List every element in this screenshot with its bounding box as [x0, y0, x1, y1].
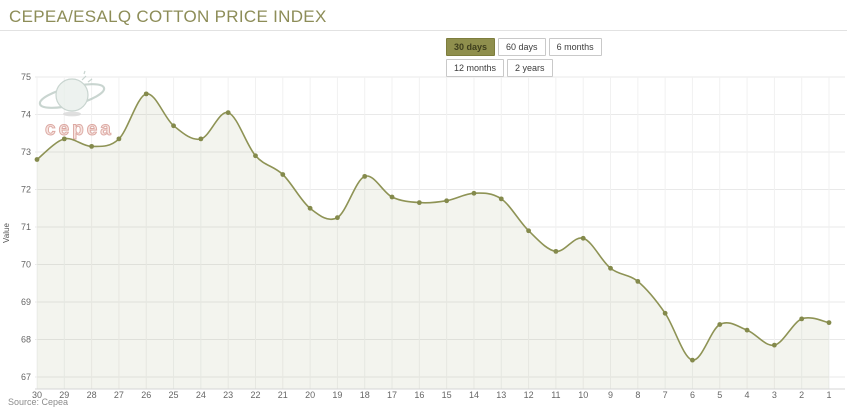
svg-text:17: 17	[387, 390, 397, 400]
svg-text:69: 69	[21, 297, 31, 307]
svg-text:29: 29	[59, 390, 69, 400]
data-point-day-29[interactable]	[61, 136, 67, 142]
svg-text:6: 6	[690, 390, 695, 400]
price-index-chart: cepea 75 74 73 72 71 70 69 68 67 30 29 28 27 26 25 24 23 2…	[0, 30, 847, 410]
range-30-days-button[interactable]: 30 days	[446, 38, 496, 56]
data-point-day-20[interactable]	[307, 205, 313, 211]
data-point-day-14[interactable]	[471, 190, 477, 196]
svg-text:27: 27	[114, 390, 124, 400]
data-point-day-4[interactable]	[744, 327, 750, 333]
price-area	[37, 93, 829, 390]
svg-text:75: 75	[21, 72, 31, 82]
data-point-day-28[interactable]	[89, 143, 95, 149]
data-point-day-3[interactable]	[771, 342, 777, 348]
x-axis-labels: 30 29 28 27 26 25 24 23 22 21 20 19 18 17 16 15 14 13 12 11…	[32, 390, 832, 400]
svg-text:12: 12	[524, 390, 534, 400]
horizontal-gridlines	[35, 76, 845, 378]
svg-text:18: 18	[360, 390, 370, 400]
svg-text:30: 30	[32, 390, 42, 400]
svg-text:20: 20	[305, 390, 315, 400]
svg-text:68: 68	[21, 335, 31, 345]
data-point-markers	[34, 91, 832, 363]
data-point-day-19[interactable]	[335, 215, 340, 221]
data-point-day-23[interactable]	[225, 110, 231, 116]
watermark-text: cepea	[45, 119, 114, 140]
svg-text:26: 26	[141, 390, 151, 400]
svg-text:72: 72	[21, 185, 31, 195]
data-point-day-11[interactable]	[553, 248, 559, 254]
svg-text:25: 25	[169, 390, 179, 400]
svg-text:28: 28	[87, 390, 97, 400]
svg-text:8: 8	[635, 390, 640, 400]
svg-text:15: 15	[442, 390, 452, 400]
svg-text:4: 4	[745, 390, 750, 400]
data-point-day-6[interactable]	[690, 357, 695, 363]
svg-text:13: 13	[496, 390, 506, 400]
svg-text:70: 70	[21, 260, 31, 270]
svg-text:67: 67	[21, 372, 31, 382]
cepea-watermark-logo: cepea	[38, 70, 114, 140]
data-point-day-10[interactable]	[580, 235, 586, 241]
svg-text:74: 74	[21, 110, 31, 120]
svg-text:9: 9	[608, 390, 613, 400]
y-axis-labels: 75 74 73 72 71 70 69 68 67	[21, 72, 31, 382]
svg-text:71: 71	[21, 222, 31, 232]
svg-text:24: 24	[196, 390, 206, 400]
data-point-day-7[interactable]	[662, 310, 668, 316]
data-point-day-16[interactable]	[416, 200, 422, 206]
data-point-day-9[interactable]	[608, 265, 613, 271]
range-60-days-button[interactable]: 60 days	[498, 38, 546, 56]
svg-text:3: 3	[772, 390, 777, 400]
source-credit-text: Source: Cepea	[8, 397, 68, 407]
svg-text:23: 23	[223, 390, 233, 400]
range-6-months-button[interactable]: 6 months	[548, 38, 602, 56]
data-point-day-17[interactable]	[389, 194, 395, 200]
data-point-day-1[interactable]	[826, 320, 832, 326]
data-point-day-15[interactable]	[444, 198, 450, 204]
globe-shadow	[63, 111, 81, 117]
svg-text:5: 5	[717, 390, 722, 400]
data-point-day-8[interactable]	[635, 278, 641, 284]
area-fill	[37, 93, 829, 390]
svg-text:10: 10	[578, 390, 588, 400]
svg-text:16: 16	[414, 390, 424, 400]
data-point-day-26[interactable]	[143, 91, 149, 97]
range-12-months-button[interactable]: 12 months	[446, 59, 505, 77]
data-point-day-21[interactable]	[280, 172, 286, 177]
svg-text:22: 22	[250, 390, 260, 400]
data-point-day-30[interactable]	[34, 157, 40, 162]
svg-text:14: 14	[469, 390, 479, 400]
data-point-day-24[interactable]	[198, 136, 204, 142]
data-point-day-2[interactable]	[799, 316, 805, 322]
page-header: CEPEA/ESALQ COTTON PRICE INDEX	[0, 0, 847, 31]
page-title: CEPEA/ESALQ COTTON PRICE INDEX	[9, 7, 327, 26]
svg-text:21: 21	[278, 390, 288, 400]
svg-text:2: 2	[799, 390, 804, 400]
vertical-gridlines	[36, 77, 830, 389]
data-point-day-25[interactable]	[171, 123, 176, 129]
range-2-years-button[interactable]: 2 years	[507, 59, 553, 77]
svg-text:19: 19	[332, 390, 342, 400]
y-axis-title: Value	[2, 223, 11, 243]
data-point-day-13[interactable]	[498, 196, 504, 202]
svg-text:7: 7	[663, 390, 668, 400]
svg-text:1: 1	[826, 390, 831, 400]
svg-text:73: 73	[21, 147, 31, 157]
data-point-day-12[interactable]	[526, 228, 531, 234]
source-credit: Source: Cepea	[8, 397, 68, 407]
globe-icon	[55, 78, 89, 112]
range-selector: 30 days 60 days 6 months 12 months 2 yea…	[446, 38, 628, 77]
y-axis-title-text: Value	[2, 223, 11, 243]
data-point-day-18[interactable]	[362, 173, 368, 179]
data-point-day-22[interactable]	[253, 153, 258, 159]
data-point-day-5[interactable]	[717, 322, 723, 327]
svg-text:11: 11	[551, 390, 560, 400]
data-point-day-27[interactable]	[116, 136, 122, 142]
